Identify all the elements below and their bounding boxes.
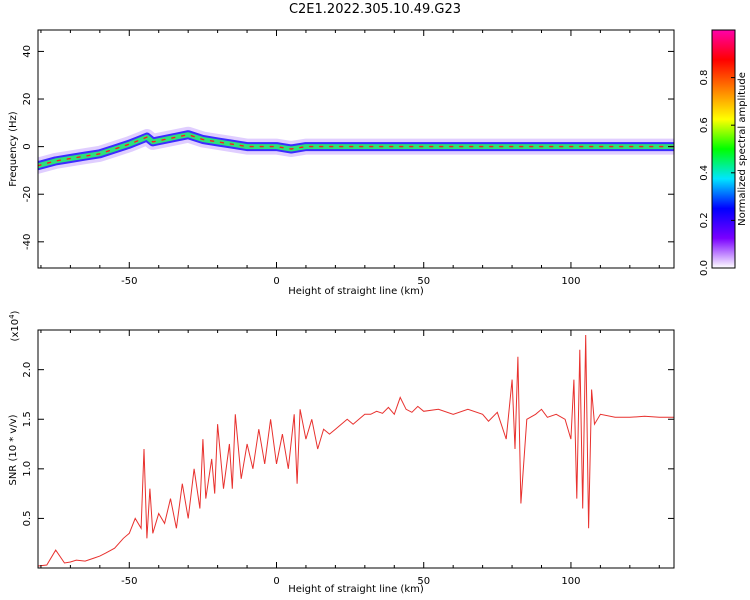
x-tick-label: 0 bbox=[273, 576, 279, 587]
y-tick-label: 1.0 bbox=[22, 461, 33, 477]
snr-ticks: -50 0 50 100 0.5 1.0 1.5 2.0 bbox=[22, 330, 674, 587]
spectrogram-ticks: -50 0 50 100 -40 -20 0 20 40 bbox=[22, 30, 674, 287]
y-tick-label: 2.0 bbox=[22, 362, 33, 378]
spectrogram-panel: -50 0 50 100 -40 -20 0 20 40 Height of straight … bbox=[8, 29, 675, 297]
snr-panel: -50 0 50 100 0.5 1.0 1.5 2.0 Height of straight… bbox=[8, 310, 675, 595]
colorbar-bar bbox=[711, 29, 736, 269]
colorbar-tick-label: 0.2 bbox=[699, 212, 710, 228]
y-tick-label: 0 bbox=[22, 143, 33, 149]
y-tick-label: -20 bbox=[22, 186, 33, 202]
x-tick-label: 50 bbox=[417, 276, 430, 287]
colorbar-tick-label: 0.6 bbox=[699, 117, 710, 133]
colorbar-tick-label: 0.0 bbox=[699, 260, 710, 276]
x-tick-label: -50 bbox=[121, 576, 137, 587]
spectrogram-image bbox=[38, 126, 674, 174]
y-tick-label: 40 bbox=[22, 45, 33, 58]
y-tick-label: 0.5 bbox=[22, 510, 33, 526]
x-tick-label: -50 bbox=[121, 276, 137, 287]
snr-y-axis-label: SNR (10 * v/v) bbox=[8, 414, 19, 485]
snr-series-line bbox=[38, 334, 674, 567]
colorbar-label: Normalized spectral amplitude bbox=[737, 72, 748, 226]
x-tick-label: 50 bbox=[417, 576, 430, 587]
colorbar: 0.0 0.2 0.4 0.6 0.8 Normalized spectral ampl… bbox=[699, 29, 748, 276]
y-tick-label: 20 bbox=[22, 93, 33, 106]
track-peak bbox=[38, 133, 674, 167]
colorbar-tick-label: 0.8 bbox=[699, 70, 710, 86]
colorbar-tick-label: 0.4 bbox=[699, 165, 710, 181]
chart-title: C2E1.2022.305.10.49.G23 bbox=[288, 2, 462, 17]
snr-x-axis-label: Height of straight line (km) bbox=[288, 584, 424, 595]
y-tick-label: 1.5 bbox=[22, 411, 33, 427]
snr-multiplier-label: (x104) bbox=[8, 310, 21, 341]
snr-background bbox=[38, 330, 674, 568]
spectrogram-frame bbox=[37, 29, 675, 269]
snr-multiplier-close: ) bbox=[10, 310, 21, 314]
spectrogram-x-axis-label: Height of straight line (km) bbox=[288, 286, 424, 297]
colorbar-ticks: 0.0 0.2 0.4 0.6 0.8 bbox=[699, 70, 735, 276]
y-tick-label: -40 bbox=[22, 234, 33, 250]
x-tick-label: 0 bbox=[273, 276, 279, 287]
x-tick-label: 100 bbox=[561, 576, 580, 587]
snr-frame bbox=[37, 329, 675, 569]
spectrogram-y-axis-label: Frequency (Hz) bbox=[8, 111, 19, 187]
snr-multiplier-exponent: 4 bbox=[8, 314, 16, 319]
x-tick-label: 100 bbox=[561, 276, 580, 287]
snr-multiplier-base: (x10 bbox=[10, 319, 21, 342]
